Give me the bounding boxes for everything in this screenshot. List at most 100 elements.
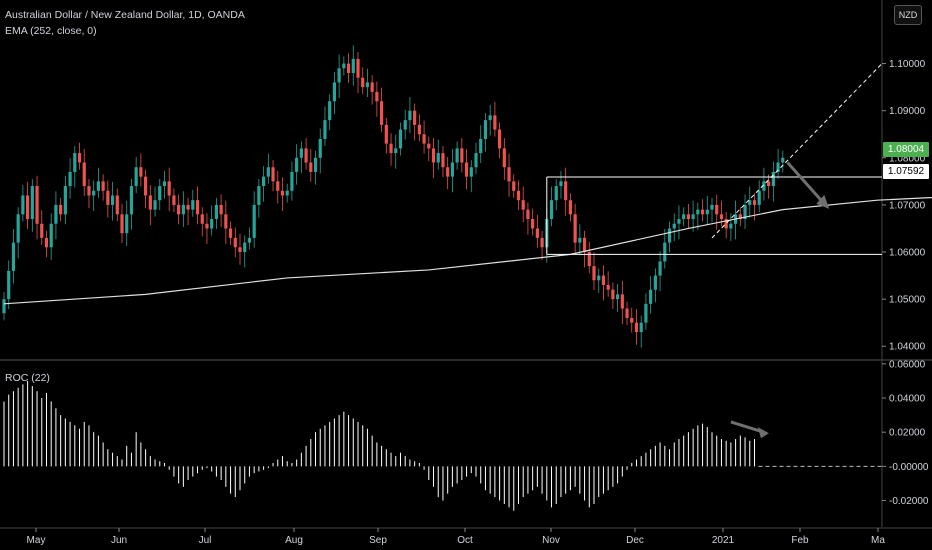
candle-body <box>11 242 16 271</box>
candle-body <box>181 204 185 215</box>
candle-body <box>460 148 464 163</box>
candle-body <box>427 143 431 149</box>
roc-tick-label: -0.00000 <box>889 462 929 473</box>
candle-body <box>502 148 506 168</box>
time-tick-label: May <box>27 535 46 546</box>
candle-body <box>82 162 86 187</box>
roc-arrow-shaft <box>730 420 765 434</box>
candle-body <box>219 204 223 215</box>
price-tick-label: 1.04000 <box>889 342 926 353</box>
candle-body <box>512 181 516 191</box>
candle-body <box>205 223 209 229</box>
candle-body <box>663 242 667 262</box>
currency-button[interactable]: NZD <box>894 5 922 25</box>
candle-body <box>540 237 544 248</box>
time-tick-label: Nov <box>542 535 560 546</box>
price-tick-label: 1.09000 <box>889 106 926 117</box>
candle-body <box>748 200 752 205</box>
candle-body <box>417 124 421 135</box>
candle-body <box>526 209 530 220</box>
candle-body <box>762 181 766 191</box>
candle-body <box>422 134 426 144</box>
candle-body <box>87 186 91 196</box>
candle-body <box>625 308 629 318</box>
candle-body <box>398 129 403 149</box>
candle-body <box>162 181 167 187</box>
candle-body <box>738 214 742 220</box>
candle-body <box>715 204 719 215</box>
candle-body <box>582 237 587 253</box>
candle-body <box>464 162 469 177</box>
candle-body <box>63 186 67 215</box>
candle-body <box>110 195 115 205</box>
candle-body <box>483 120 488 139</box>
candle-body <box>96 181 100 191</box>
candle-body <box>394 148 398 154</box>
candle-body <box>30 186 34 220</box>
candle-body <box>92 190 96 196</box>
candle-body <box>431 148 436 163</box>
candle-body <box>757 190 761 205</box>
candle-body <box>729 223 733 229</box>
candle-body <box>413 110 417 125</box>
candle-body <box>474 153 478 168</box>
candle-body <box>710 204 714 210</box>
candle-body <box>266 167 270 177</box>
candle-body <box>125 214 129 234</box>
price-tick-label: 1.10000 <box>889 59 926 70</box>
candle-body <box>200 214 204 224</box>
candle-body <box>446 167 450 177</box>
candle-body <box>639 322 643 333</box>
time-tick-label: Sep <box>369 535 387 546</box>
candle-body <box>68 171 72 187</box>
time-tick-label: Aug <box>285 535 303 546</box>
candle-body <box>2 299 6 314</box>
level-price-tag: 1.07592 <box>883 164 929 179</box>
candle-body <box>554 186 558 201</box>
time-tick-label: Feb <box>791 535 809 546</box>
candle-body <box>332 82 336 102</box>
candle-body <box>328 101 332 121</box>
candle-body <box>271 167 275 182</box>
candle-body <box>77 153 82 163</box>
candle-body <box>295 157 299 172</box>
roc-arrow-head <box>757 427 769 439</box>
candle-body <box>309 162 313 172</box>
candle-body <box>672 223 676 229</box>
candle-body <box>408 110 412 121</box>
price-arrow-head <box>816 194 830 209</box>
candle-body <box>597 275 601 281</box>
candle-body <box>620 294 624 309</box>
time-tick-label: Jul <box>199 535 212 546</box>
price-tick-label: 1.05000 <box>889 295 926 306</box>
candle-body <box>535 228 539 238</box>
candle-body <box>35 186 39 224</box>
candle-body <box>40 223 44 238</box>
candle-body <box>106 190 110 205</box>
candle-body <box>16 214 20 243</box>
candle-body <box>186 204 190 210</box>
candle-body <box>370 82 374 92</box>
time-tick-label: Jun <box>111 535 127 546</box>
candle-body <box>611 289 615 300</box>
candle-body <box>247 237 252 243</box>
candle-body <box>507 167 511 182</box>
candle-body <box>380 101 384 125</box>
candle-body <box>559 181 563 187</box>
candle-body <box>346 63 351 74</box>
candle-body <box>73 153 77 172</box>
candle-body <box>252 204 256 238</box>
roc-tick-label: -0.02000 <box>889 496 929 507</box>
candle-body <box>634 322 639 333</box>
candle-body <box>573 214 577 243</box>
candle-body <box>172 195 176 205</box>
candle-body <box>450 162 454 177</box>
candle-body <box>630 317 634 323</box>
candle-body <box>653 275 657 290</box>
time-tick-label: 2021 <box>712 535 735 546</box>
candle-body <box>469 167 473 177</box>
candle-body <box>743 204 747 220</box>
candle-body <box>436 153 440 163</box>
candle-body <box>191 200 195 210</box>
